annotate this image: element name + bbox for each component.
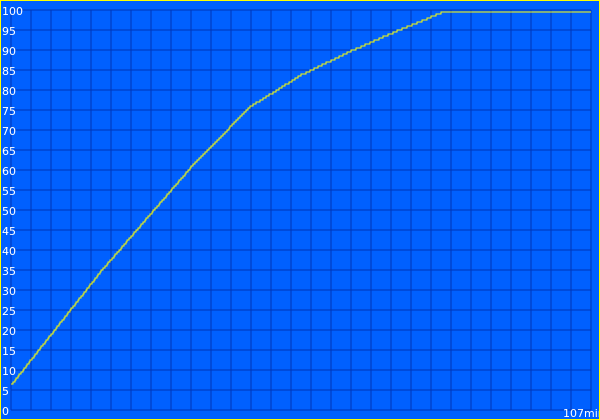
y-tick-label: 80 (2, 85, 16, 98)
y-tick-label: 10 (2, 365, 16, 378)
y-tick-label: 5 (2, 385, 9, 398)
y-tick-label: 0 (2, 405, 9, 418)
y-tick-label: 55 (2, 185, 16, 198)
y-tick-label: 60 (2, 165, 16, 178)
y-tick-label: 65 (2, 145, 16, 158)
y-tick-label: 70 (2, 125, 16, 138)
y-tick-label: 75 (2, 105, 16, 118)
y-tick-label: 15 (2, 345, 16, 358)
y-tick-label: 30 (2, 285, 16, 298)
y-tick-label: 25 (2, 305, 16, 318)
y-tick-label: 90 (2, 45, 16, 58)
y-tick-label: 50 (2, 205, 16, 218)
x-end-label: 107min (563, 407, 600, 420)
grid (10, 9, 592, 411)
y-tick-label: 20 (2, 325, 16, 338)
y-tick-labels: 0 5 10 15 20 25 30 35 40 45 50 55 60 65 70 75 80 85 90 95 10… (2, 5, 23, 418)
y-tick-label: 85 (2, 65, 16, 78)
series-line (11, 11, 591, 385)
y-tick-label: 100 (2, 5, 23, 18)
y-tick-label: 35 (2, 265, 16, 278)
y-tick-label: 40 (2, 245, 16, 258)
y-tick-label: 45 (2, 225, 16, 238)
y-tick-label: 95 (2, 25, 16, 38)
